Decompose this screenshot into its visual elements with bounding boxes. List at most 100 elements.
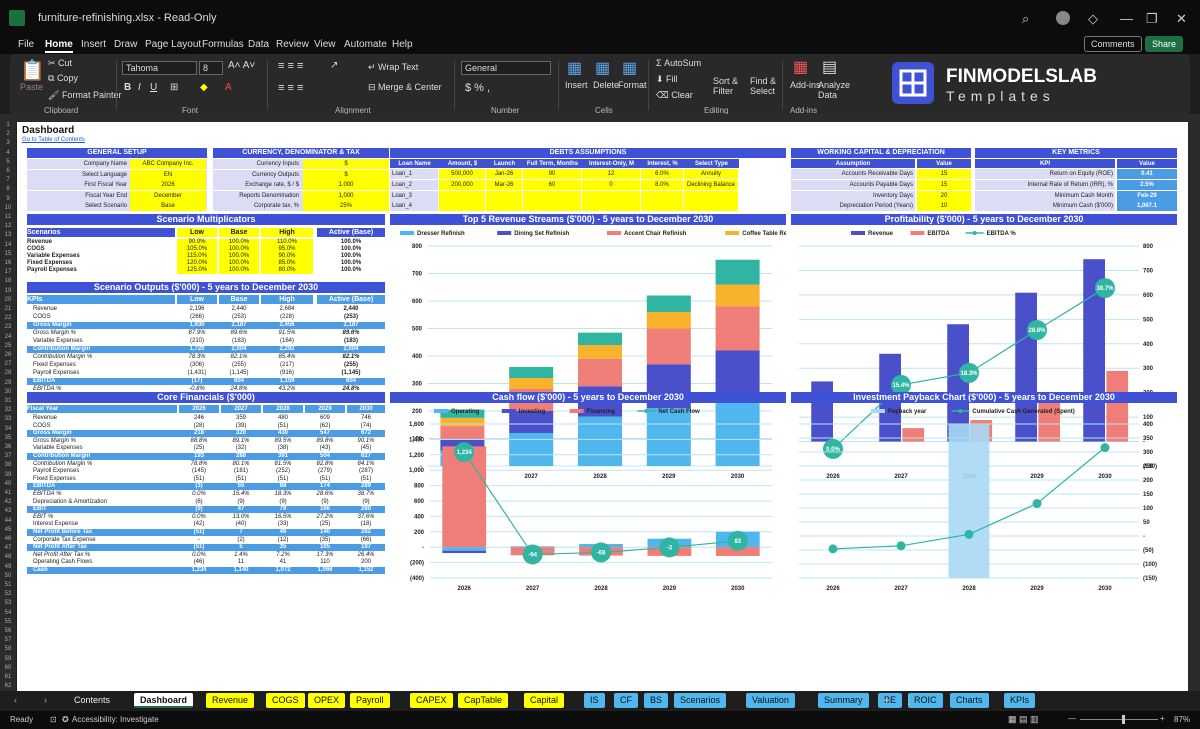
- row-number[interactable]: 16: [4, 260, 12, 266]
- setup-value[interactable]: Base: [130, 201, 206, 212]
- multipliers-cell[interactable]: 100.0%: [219, 267, 259, 274]
- debts-cell[interactable]: [641, 201, 683, 212]
- close-icon[interactable]: ✕: [1176, 11, 1187, 26]
- row-number[interactable]: 23: [4, 324, 12, 331]
- debts-cell[interactable]: [523, 190, 581, 201]
- italic-icon[interactable]: I: [138, 82, 141, 93]
- wc-value[interactable]: 15: [917, 179, 971, 190]
- multipliers-cell[interactable]: 80.0%: [261, 267, 313, 274]
- row-number[interactable]: 12: [4, 223, 12, 230]
- maximize-icon[interactable]: ❐: [1146, 11, 1158, 26]
- row-number[interactable]: 55: [4, 618, 12, 625]
- row-number[interactable]: 41: [4, 490, 12, 496]
- row-number[interactable]: 28: [4, 370, 12, 377]
- tab-payroll[interactable]: Payroll: [350, 693, 390, 708]
- tab-valuation[interactable]: Valuation: [746, 693, 795, 708]
- row-number[interactable]: 62: [4, 683, 12, 690]
- debts-cell[interactable]: Annuity: [684, 169, 738, 179]
- diamond-icon[interactable]: ◇: [1088, 11, 1098, 26]
- add-sheet-icon[interactable]: +: [883, 693, 891, 707]
- debts-cell[interactable]: [684, 201, 738, 212]
- setup-value[interactable]: December: [130, 190, 206, 201]
- multipliers-cell[interactable]: 120.0%: [177, 260, 217, 267]
- multipliers-cell[interactable]: 100.0%: [219, 260, 259, 267]
- wrap-text-button[interactable]: ↵ Wrap Text: [368, 62, 419, 72]
- menu-home[interactable]: Home: [45, 39, 73, 53]
- row-number[interactable]: 24: [4, 333, 12, 340]
- menu-formulas[interactable]: Formulas: [202, 39, 244, 50]
- row-number[interactable]: 20: [4, 296, 12, 303]
- multipliers-cell[interactable]: 95.0%: [261, 246, 313, 253]
- fill-button[interactable]: ⬇ Fill: [656, 74, 678, 84]
- normal-view-icon[interactable]: ▦ ▤ ▥: [1008, 714, 1039, 724]
- debts-cell[interactable]: 12: [582, 169, 640, 179]
- row-number[interactable]: 6: [6, 168, 10, 174]
- tab-bs[interactable]: BS: [644, 693, 669, 708]
- find-select-button[interactable]: Find & Select: [750, 76, 777, 96]
- row-number[interactable]: 34: [4, 425, 12, 432]
- format-button[interactable]: Format: [618, 80, 647, 90]
- fill-color-icon[interactable]: ◆: [200, 82, 208, 93]
- cash-chart[interactable]: Operating Investing Financing Net Cash Flow…: [390, 404, 786, 600]
- row-number[interactable]: 10: [4, 204, 12, 211]
- format-cells-icon[interactable]: ▦: [622, 60, 638, 77]
- row-number[interactable]: 32: [4, 407, 12, 414]
- align-left-icon[interactable]: ≡ ≡ ≡: [278, 82, 304, 94]
- row-number[interactable]: 56: [4, 628, 12, 634]
- format-painter-button[interactable]: 🖌 Format Painter: [48, 90, 122, 100]
- avatar[interactable]: [1056, 11, 1070, 25]
- paste-icon[interactable]: 📋: [20, 60, 45, 82]
- currency-value[interactable]: 1,000: [303, 190, 389, 201]
- zoom-slider-thumb[interactable]: [1122, 715, 1125, 724]
- row-number[interactable]: 54: [4, 609, 12, 616]
- tab-capital[interactable]: Capital: [524, 693, 565, 708]
- analyze-icon[interactable]: ▤: [822, 59, 838, 76]
- row-number[interactable]: 39: [4, 471, 12, 478]
- search-icon[interactable]: ⌕: [1022, 11, 1030, 26]
- row-number[interactable]: 57: [4, 637, 12, 644]
- row-number[interactable]: 22: [4, 315, 12, 322]
- currency-value[interactable]: $: [303, 169, 389, 180]
- tab-charts[interactable]: Charts: [950, 693, 989, 708]
- menu-data[interactable]: Data: [248, 39, 270, 50]
- toc-link[interactable]: Go to Table of Contents: [22, 137, 85, 143]
- copy-button[interactable]: ⧉ Copy: [48, 73, 78, 83]
- underline-icon[interactable]: U: [150, 82, 158, 93]
- row-number[interactable]: 1: [6, 122, 10, 128]
- tab-dashboard[interactable]: Dashboard: [134, 693, 194, 708]
- tab-scenarios[interactable]: Scenarios: [674, 693, 727, 708]
- tab-kpis[interactable]: KPIs: [1004, 693, 1036, 708]
- row-number[interactable]: 36: [4, 444, 12, 450]
- multipliers-cell[interactable]: 100.0%: [219, 246, 259, 253]
- row-number[interactable]: 31: [4, 398, 12, 404]
- tab-scroll-left-icon[interactable]: ‹: [14, 695, 17, 705]
- align-top-icon[interactable]: ≡ ≡ ≡: [278, 60, 304, 72]
- borders-icon[interactable]: ⊞: [170, 82, 179, 93]
- insert-cells-icon[interactable]: ▦: [567, 60, 583, 77]
- autosum-button[interactable]: Σ AutoSum: [656, 58, 702, 68]
- debts-cell[interactable]: [486, 201, 522, 212]
- debts-cell[interactable]: Mar-26: [486, 179, 522, 190]
- row-number[interactable]: 47: [4, 545, 12, 552]
- currency-value[interactable]: $: [303, 159, 389, 169]
- row-number[interactable]: 3: [6, 140, 10, 147]
- delete-cells-icon[interactable]: ▦: [595, 60, 611, 77]
- row-number[interactable]: 48: [4, 554, 12, 561]
- debts-cell[interactable]: Declining Balance: [684, 179, 738, 190]
- row-number[interactable]: 19: [4, 287, 12, 294]
- debts-cell[interactable]: 200,000: [439, 179, 485, 190]
- worksheet[interactable]: Dashboard Go to Table of Contents GENERA…: [17, 122, 1188, 691]
- bold-icon[interactable]: B: [124, 82, 132, 93]
- debts-cell[interactable]: [582, 190, 640, 201]
- more-sheets-icon[interactable]: ⋮: [903, 693, 915, 707]
- zoom-slider[interactable]: [1080, 719, 1158, 720]
- row-number[interactable]: 43: [4, 508, 12, 515]
- debts-cell[interactable]: 6.0%: [641, 169, 683, 179]
- font-grow-icon[interactable]: A˄ A˅: [228, 60, 256, 71]
- addins-icon[interactable]: ▦: [793, 59, 809, 76]
- row-number[interactable]: 59: [4, 655, 12, 662]
- row-number[interactable]: 13: [4, 232, 12, 239]
- multipliers-cell[interactable]: 115.0%: [177, 253, 217, 260]
- tab-be[interactable]: BE: [878, 693, 903, 708]
- row-number[interactable]: 61: [4, 674, 12, 680]
